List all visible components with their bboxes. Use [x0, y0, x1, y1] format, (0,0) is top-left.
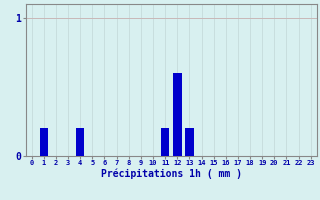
Bar	[185, 128, 194, 156]
Bar	[40, 128, 48, 156]
Bar	[76, 128, 84, 156]
Bar	[161, 128, 169, 156]
X-axis label: Précipitations 1h ( mm ): Précipitations 1h ( mm )	[101, 169, 242, 179]
Bar	[173, 73, 181, 156]
